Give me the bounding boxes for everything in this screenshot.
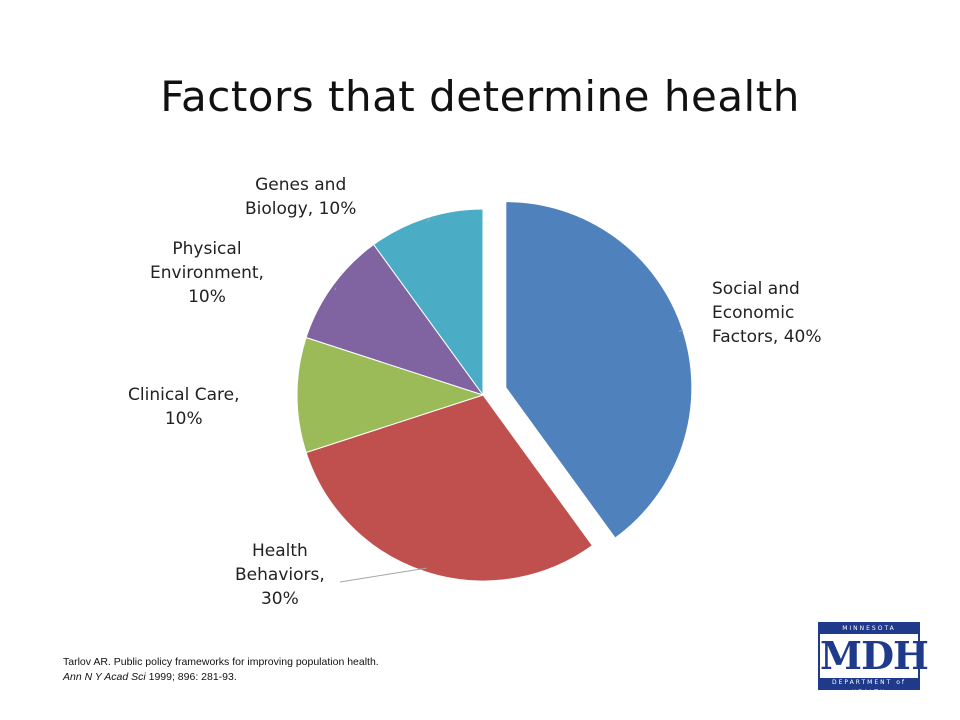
mdh-logo: MINNESOTA MDH DEPARTMENT of HEALTH [818, 622, 929, 696]
logo-main-text: MDH [820, 633, 929, 678]
slice-label-line: Behaviors, [235, 565, 325, 585]
slice-label: Social and Economic Factors, 40% [712, 277, 822, 349]
citation-line-1: Tarlov AR. Public policy frameworks for … [63, 656, 379, 668]
slice-label-line: Physical [172, 239, 242, 259]
leader-line [339, 567, 427, 583]
slice-label-line: Factors, 40% [712, 327, 822, 347]
slice-label-line: Genes and [255, 175, 347, 195]
slice-label: Clinical Care, 10% [128, 383, 239, 431]
slice-label-line: Clinical Care, [128, 385, 240, 405]
slice-label-line: Environment, [150, 263, 264, 283]
citation-details: 1999; 896: 281-93. [145, 671, 237, 683]
pie-slice-clinical-care [296, 336, 485, 454]
slice-label-line: 10% [188, 287, 226, 307]
pie-slice-health-behaviors [305, 394, 594, 582]
pie-slice-genes-and-biology [372, 208, 484, 397]
slice-label: Genes and Biology, 10% [245, 173, 356, 221]
citation-journal: Ann N Y Acad Sci [63, 671, 146, 683]
logo-top-text: MINNESOTA [820, 624, 918, 634]
slice-label: Health Behaviors, 30% [235, 539, 325, 611]
pie-slice-physical-environment [305, 243, 485, 396]
slice-label-line: 30% [260, 589, 299, 609]
leader-line [426, 217, 431, 223]
leader-line [678, 329, 684, 332]
slice-label-line: 10% [164, 409, 203, 429]
slice-label: Physical Environment, 10% [150, 237, 264, 309]
slice-label-line: Social and [712, 279, 800, 299]
slice-label-line: Health [251, 541, 308, 561]
page-title: Factors that determine health [160, 72, 800, 121]
slice-label-line: Economic [712, 303, 795, 323]
leader-line [334, 287, 337, 291]
citation: Tarlov AR. Public policy frameworks for … [63, 655, 379, 685]
slice-label-line: Biology, 10% [245, 199, 357, 219]
logo-bottom-text: DEPARTMENT of HEALTH [820, 678, 918, 696]
